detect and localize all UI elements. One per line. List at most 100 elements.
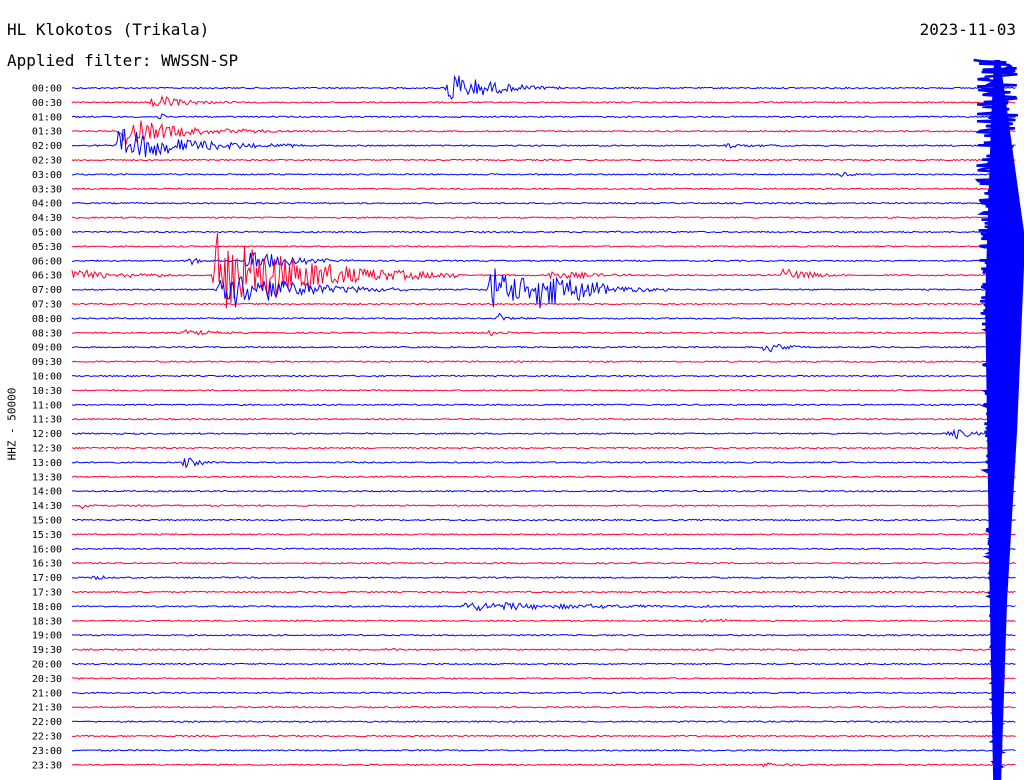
- trace-row-21: [71, 389, 1016, 392]
- date-label: 2023-11-03: [919, 20, 1016, 39]
- row-label: 20:00: [32, 660, 62, 671]
- row-label: 06:00: [32, 256, 62, 267]
- row-label: 19:00: [32, 631, 62, 642]
- row-label: 16:30: [32, 559, 62, 570]
- station-title: HL Klokotos (Trikala): [7, 20, 210, 39]
- trace-row-12: [72, 251, 1016, 268]
- row-label: 18:00: [32, 602, 62, 613]
- trace-row-34: [71, 575, 1016, 581]
- row-label: 14:30: [32, 501, 62, 512]
- row-label: 13:00: [32, 458, 62, 469]
- trace-row-38: [71, 633, 1016, 637]
- trace-row-22: [71, 403, 1016, 407]
- large-event-core: [985, 60, 1024, 780]
- trace-row-3: [71, 120, 1016, 145]
- row-label: 04:30: [32, 213, 62, 224]
- trace-row-16: [71, 312, 1016, 321]
- trace-row-17: [71, 328, 1016, 336]
- trace-row-18: [71, 343, 1016, 353]
- row-label: 00:30: [32, 98, 62, 109]
- trace-row-6: [71, 171, 1016, 178]
- row-label: 17:00: [32, 573, 62, 584]
- trace-row-33: [71, 561, 1016, 565]
- row-label: 05:30: [32, 242, 62, 253]
- trace-row-35: [71, 590, 1016, 594]
- row-label: 19:30: [32, 645, 62, 656]
- row-label: 01:30: [32, 127, 62, 138]
- trace-row-28: [71, 489, 1016, 493]
- trace-row-26: [71, 457, 1016, 469]
- row-label: 21:00: [32, 688, 62, 699]
- row-label: 14:00: [32, 487, 62, 498]
- trace-row-5: [71, 158, 1016, 162]
- trace-row-19: [71, 360, 1016, 363]
- row-label: 02:00: [32, 141, 62, 152]
- row-label: 11:00: [32, 400, 62, 411]
- trace-row-43: [71, 705, 1016, 709]
- large-event-coda: [1000, 247, 1016, 266]
- row-label: 03:00: [32, 170, 62, 181]
- trace-row-20: [71, 374, 1016, 378]
- row-label: 16:00: [32, 544, 62, 555]
- row-label: 12:00: [32, 429, 62, 440]
- trace-row-1: [71, 94, 1016, 108]
- trace-row-10: [71, 230, 1016, 234]
- row-label: 08:00: [32, 314, 62, 325]
- row-label: 09:00: [32, 343, 62, 354]
- trace-row-24: [71, 428, 1016, 440]
- row-label: 15:00: [32, 516, 62, 527]
- trace-row-46: [71, 749, 1016, 752]
- trace-row-31: [71, 533, 1016, 536]
- trace-row-9: [71, 216, 1016, 219]
- trace-row-14: [71, 268, 1016, 309]
- row-label: 06:30: [32, 271, 62, 282]
- trace-row-47: [72, 761, 1016, 768]
- trace-row-4: [71, 128, 1016, 158]
- row-label: 21:30: [32, 703, 62, 714]
- trace-row-7: [71, 187, 1016, 191]
- trace-row-39: [72, 647, 1016, 651]
- trace-row-42: [72, 691, 1016, 695]
- row-label: 20:30: [32, 674, 62, 685]
- trace-row-44: [71, 720, 1016, 723]
- row-label: 05:00: [32, 228, 62, 239]
- row-label: 11:30: [32, 415, 62, 426]
- row-label: 12:30: [32, 444, 62, 455]
- trace-row-45: [71, 734, 1016, 738]
- row-label: 22:00: [32, 717, 62, 728]
- row-label: 00:00: [32, 84, 62, 95]
- trace-row-23: [71, 417, 1016, 421]
- row-label: 09:30: [32, 357, 62, 368]
- row-label: 03:30: [32, 184, 62, 195]
- trace-row-25: [71, 446, 1016, 450]
- row-label: 17:30: [32, 588, 62, 599]
- row-label: 07:30: [32, 300, 62, 311]
- trace-row-13: [71, 233, 1016, 309]
- row-label: 23:00: [32, 746, 62, 757]
- trace-row-30: [71, 518, 1016, 522]
- row-label: 07:00: [32, 285, 62, 296]
- row-label: 18:30: [32, 616, 62, 627]
- row-label: 10:30: [32, 386, 62, 397]
- row-label: 08:30: [32, 328, 62, 339]
- trace-row-37: [71, 618, 1016, 623]
- row-label: 13:30: [32, 472, 62, 483]
- trace-row-27: [71, 475, 1016, 479]
- row-label: 04:00: [32, 199, 62, 210]
- row-label: 01:00: [32, 112, 62, 123]
- trace-row-32: [72, 547, 1016, 551]
- trace-row-15: [71, 302, 1016, 306]
- row-label: 02:30: [32, 156, 62, 167]
- filter-label: Applied filter: WWSSN-SP: [7, 51, 239, 70]
- trace-row-41: [72, 677, 1016, 680]
- trace-row-29: [71, 504, 1016, 510]
- row-label: 23:30: [32, 760, 62, 771]
- trace-row-8: [71, 201, 1016, 205]
- trace-row-36: [71, 601, 1016, 612]
- trace-row-2: [71, 113, 1016, 120]
- row-label: 15:30: [32, 530, 62, 541]
- trace-row-11: [71, 245, 1016, 248]
- trace-row-40: [71, 662, 1016, 666]
- trace-row-0: [71, 74, 1016, 100]
